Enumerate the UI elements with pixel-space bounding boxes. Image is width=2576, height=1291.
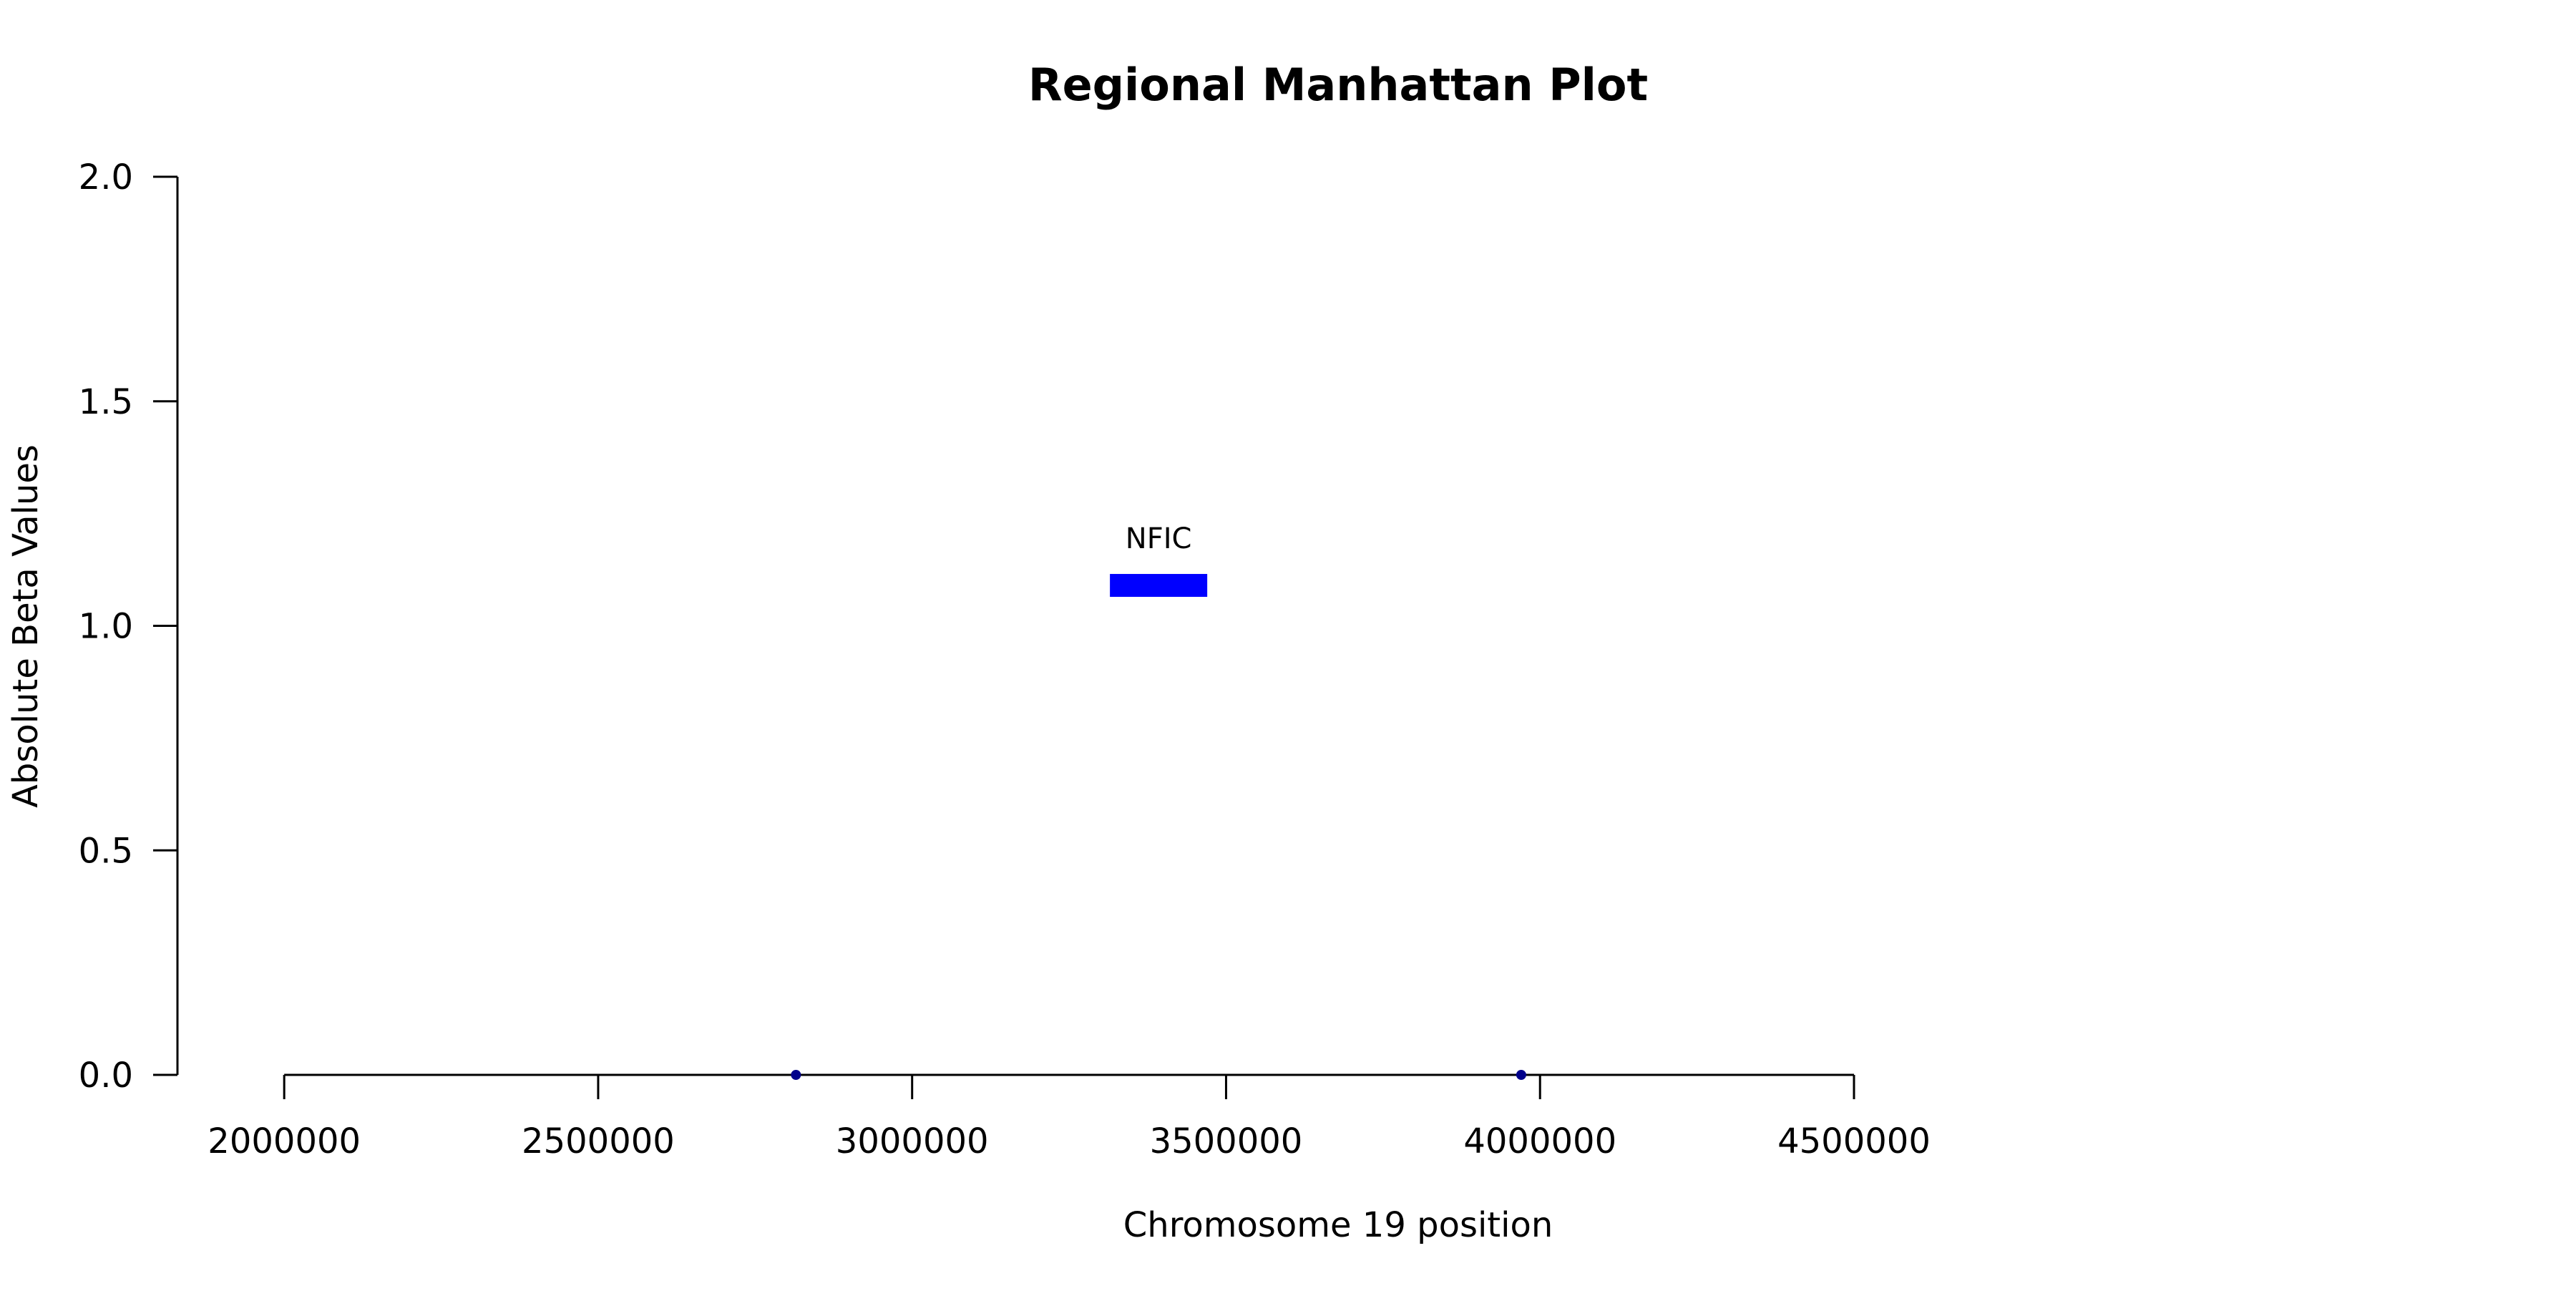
y-tick-label: 2.0 <box>79 157 133 198</box>
gene-label: NFIC <box>1126 522 1192 555</box>
gene-bar <box>1110 574 1208 598</box>
points-layer <box>791 1070 1526 1080</box>
y-tick-label: 0.5 <box>79 831 133 871</box>
x-tick-label: 4500000 <box>1777 1121 1931 1161</box>
y-tick-label: 1.5 <box>79 382 133 422</box>
y-axis-label: Absolute Beta Values <box>6 444 46 808</box>
x-tick-label: 2000000 <box>208 1121 361 1161</box>
x-tick-label: 4000000 <box>1463 1121 1616 1161</box>
data-point <box>1516 1070 1526 1080</box>
x-tick-label: 2500000 <box>522 1121 675 1161</box>
x-axis: 2000000 2500000 3000000 3500000 4000000 45000… <box>208 1073 1931 1161</box>
y-axis: 0.0 0.5 1.0 1.5 2.0 <box>79 157 179 1096</box>
y-tick-label: 1.0 <box>79 607 133 647</box>
chart-title: Regional Manhattan Plot <box>1028 59 1648 111</box>
x-tick-label: 3000000 <box>836 1121 989 1161</box>
genes-layer: NFIC <box>1110 522 1208 598</box>
x-tick-label: 3500000 <box>1150 1121 1303 1161</box>
y-tick-label: 0.0 <box>79 1056 133 1096</box>
data-point <box>791 1070 801 1080</box>
x-axis-label: Chromosome 19 position <box>1123 1205 1553 1245</box>
